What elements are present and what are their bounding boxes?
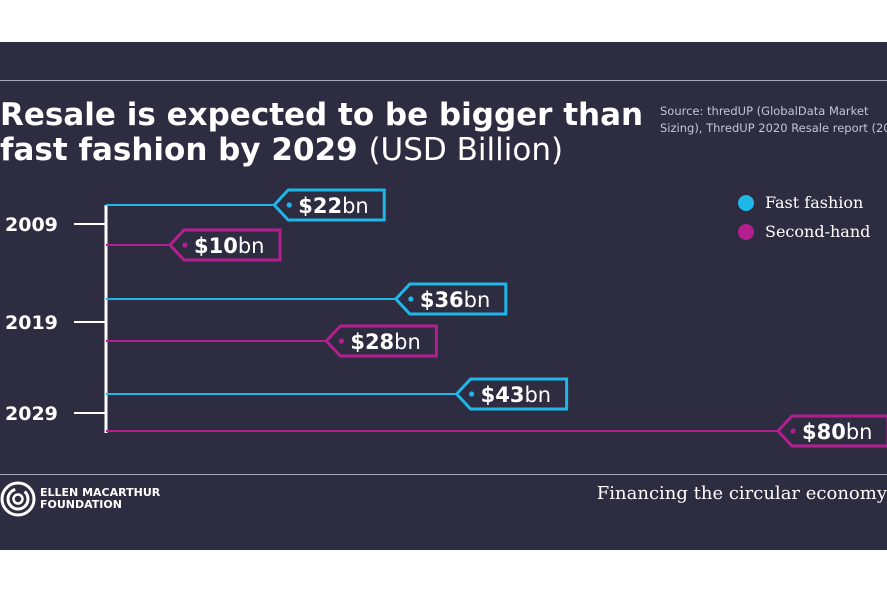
value-tag bbox=[393, 282, 508, 316]
category-label: 2029 bbox=[5, 403, 58, 425]
value-tag bbox=[167, 228, 282, 262]
legend-label-fast-fashion: Fast fashion bbox=[765, 193, 864, 212]
value-tag bbox=[272, 188, 386, 222]
value-label: $22bn bbox=[298, 194, 368, 218]
value-tag bbox=[454, 377, 569, 411]
source-line-2: Sizing), ThredUP 2020 Resale report (202… bbox=[660, 121, 887, 135]
circle-logo-icon bbox=[0, 481, 36, 517]
bottom-rule bbox=[0, 474, 887, 475]
logo-text-line-1: ELLEN MACARTHUR bbox=[40, 486, 161, 499]
bars-layer: $22bn $36bn $43bn $10bn $28bn $80bn bbox=[106, 188, 887, 448]
infographic-panel: Resale is expected to be bigger than fas… bbox=[0, 42, 887, 550]
tag-dot bbox=[790, 428, 796, 434]
tag-dot bbox=[469, 391, 475, 397]
value-tag bbox=[324, 324, 438, 358]
source-note: Source: thredUP (GlobalData Market Sizin… bbox=[660, 103, 887, 137]
value-tag bbox=[775, 414, 887, 448]
footer-tagline: Financing the circular economy bbox=[596, 483, 887, 504]
foundation-logo: ELLEN MACARTHUR FOUNDATION bbox=[0, 481, 160, 517]
chart-title: Resale is expected to be bigger than fas… bbox=[0, 98, 643, 168]
legend-swatch-fast-fashion bbox=[738, 194, 754, 211]
tag-dot bbox=[338, 338, 344, 344]
logo-text-line-2: FOUNDATION bbox=[40, 498, 122, 511]
legend: Fast fashion Second-hand bbox=[738, 188, 870, 246]
title-unit: (USD Billion) bbox=[368, 132, 564, 168]
source-line-1: Source: thredUP (GlobalData Market bbox=[660, 104, 869, 118]
value-label: $43bn bbox=[481, 383, 551, 407]
value-label: $80bn bbox=[802, 420, 872, 444]
legend-label-second-hand: Second-hand bbox=[765, 222, 871, 241]
legend-swatch-second-hand bbox=[738, 223, 754, 240]
tag-dot bbox=[182, 242, 188, 248]
legend-item-fast-fashion: Fast fashion bbox=[738, 188, 870, 217]
tag-dot bbox=[286, 202, 292, 208]
bar-chart: 2009 2019 2029 $22bn $36bn $43bn $10bn $28bn $8… bbox=[5, 188, 887, 448]
tag-dot bbox=[408, 296, 414, 302]
top-rule bbox=[0, 80, 887, 81]
value-label: $36bn bbox=[420, 288, 490, 312]
value-label: $28bn bbox=[350, 330, 420, 354]
value-label: $10bn bbox=[194, 234, 264, 258]
title-line-2: fast fashion by 2029 bbox=[0, 132, 358, 168]
axis-layer: 2009 2019 2029 bbox=[5, 205, 108, 433]
category-label: 2019 bbox=[5, 312, 58, 334]
title-line-1: Resale is expected to be bigger than bbox=[0, 97, 644, 133]
legend-item-second-hand: Second-hand bbox=[738, 217, 870, 246]
category-label: 2009 bbox=[5, 214, 58, 236]
